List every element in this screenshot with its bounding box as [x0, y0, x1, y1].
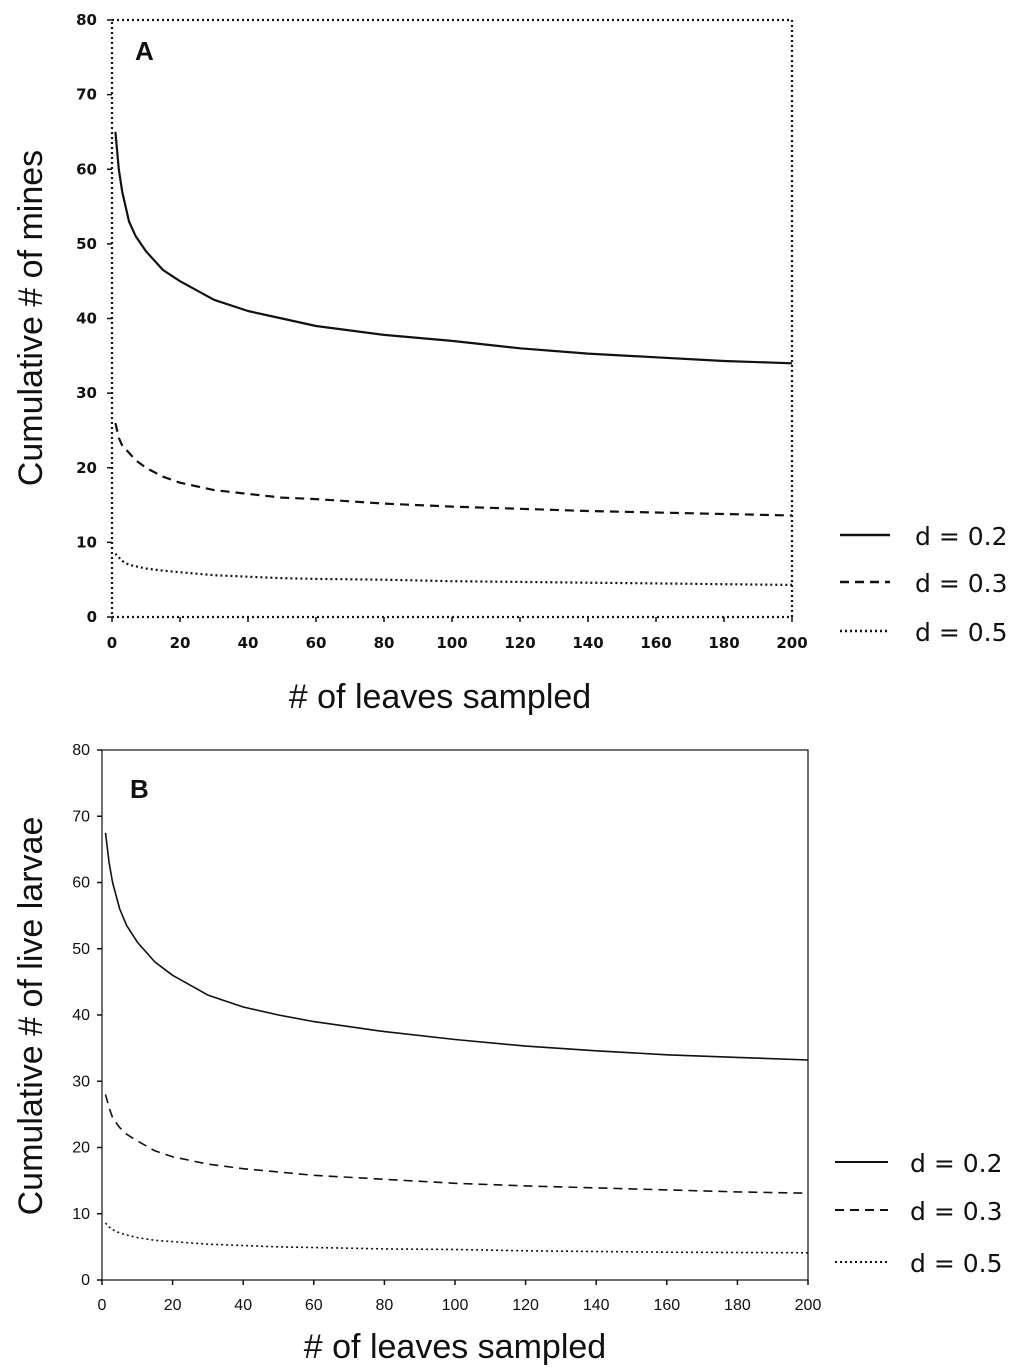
chart-panel-b: 0 10 20 30 40 50 60 70 80 0 20 40 60 80 100 120 140 160 18…: [12, 742, 1002, 1366]
legend-entry: d = 0.2: [915, 522, 1007, 551]
y-tick-label: 80: [72, 742, 90, 759]
y-tick-label: 50: [72, 941, 90, 958]
series-line-dashed: [104, 1094, 809, 1194]
x-tick-label: 20: [164, 1297, 182, 1314]
x-tick-label: 80: [374, 634, 395, 652]
x-tick-label: 80: [376, 1297, 394, 1314]
plot-frame: [101, 749, 809, 1281]
x-tick-label: 200: [795, 1297, 822, 1314]
x-tick-label: 0: [107, 634, 117, 652]
y-tick-label: 60: [72, 875, 90, 892]
y-tick-label: 80: [76, 11, 97, 29]
series-line-dotted: [104, 1222, 809, 1254]
series-line-dashed: [114, 422, 793, 517]
legend-entry: d = 0.3: [915, 569, 1007, 598]
x-axis-label: # of leaves sampled: [289, 678, 591, 716]
x-tick-label: 60: [306, 634, 327, 652]
legend-entry: d = 0.5: [915, 618, 1007, 647]
plot-frame: [110, 18, 794, 619]
panel-label: A: [135, 36, 154, 66]
y-tick-label: 20: [72, 1140, 90, 1157]
y-tick-label: 30: [72, 1073, 90, 1090]
x-axis-label: # of leaves sampled: [304, 1328, 606, 1366]
y-axis-label: Cumulative # of mines: [12, 150, 50, 486]
panel-label: B: [130, 774, 149, 804]
x-tick-label: 40: [238, 634, 259, 652]
x-tick-label: 200: [776, 634, 807, 652]
x-tick-label: 100: [436, 634, 467, 652]
y-tick-label: 10: [72, 1206, 90, 1223]
y-axis-label: Cumulative # of live larvae: [12, 817, 50, 1216]
x-tick-label: 180: [724, 1297, 751, 1314]
y-tick-label: 70: [72, 808, 90, 825]
x-tick-label: 160: [653, 1297, 680, 1314]
y-tick-label: 60: [76, 160, 97, 178]
x-tick-label: 100: [442, 1297, 469, 1314]
y-tick-label: 20: [76, 459, 97, 477]
x-tick-label: 0: [98, 1297, 107, 1314]
y-tick-label: 30: [76, 384, 97, 402]
legend-entry: d = 0.5: [910, 1249, 1002, 1278]
y-tick-label: 0: [87, 608, 97, 626]
chart-panel-a: 0 10 20 30 40 50 60 70 80 0 20 40 60 80 100 120 140 160 18…: [12, 11, 1007, 716]
series-line-solid: [114, 131, 793, 365]
x-tick-label: 60: [305, 1297, 323, 1314]
y-tick-label: 70: [76, 86, 97, 104]
y-tick-label: 40: [72, 1007, 90, 1024]
x-tick-label: 120: [504, 634, 535, 652]
legend-entry: d = 0.2: [910, 1149, 1002, 1178]
x-tick-label: 180: [708, 634, 739, 652]
x-tick-label: 140: [572, 634, 603, 652]
y-tick-label: 40: [76, 310, 97, 328]
series-line-dotted: [114, 552, 793, 586]
series-line-solid: [104, 832, 809, 1061]
y-tick-label: 0: [81, 1272, 90, 1289]
x-tick-label: 120: [512, 1297, 539, 1314]
y-tick-label: 50: [76, 235, 97, 253]
y-tick-label: 10: [76, 533, 97, 551]
x-tick-label: 140: [583, 1297, 610, 1314]
x-tick-label: 20: [170, 634, 191, 652]
legend-entry: d = 0.3: [910, 1197, 1002, 1226]
x-tick-label: 40: [234, 1297, 252, 1314]
x-tick-label: 160: [640, 634, 671, 652]
